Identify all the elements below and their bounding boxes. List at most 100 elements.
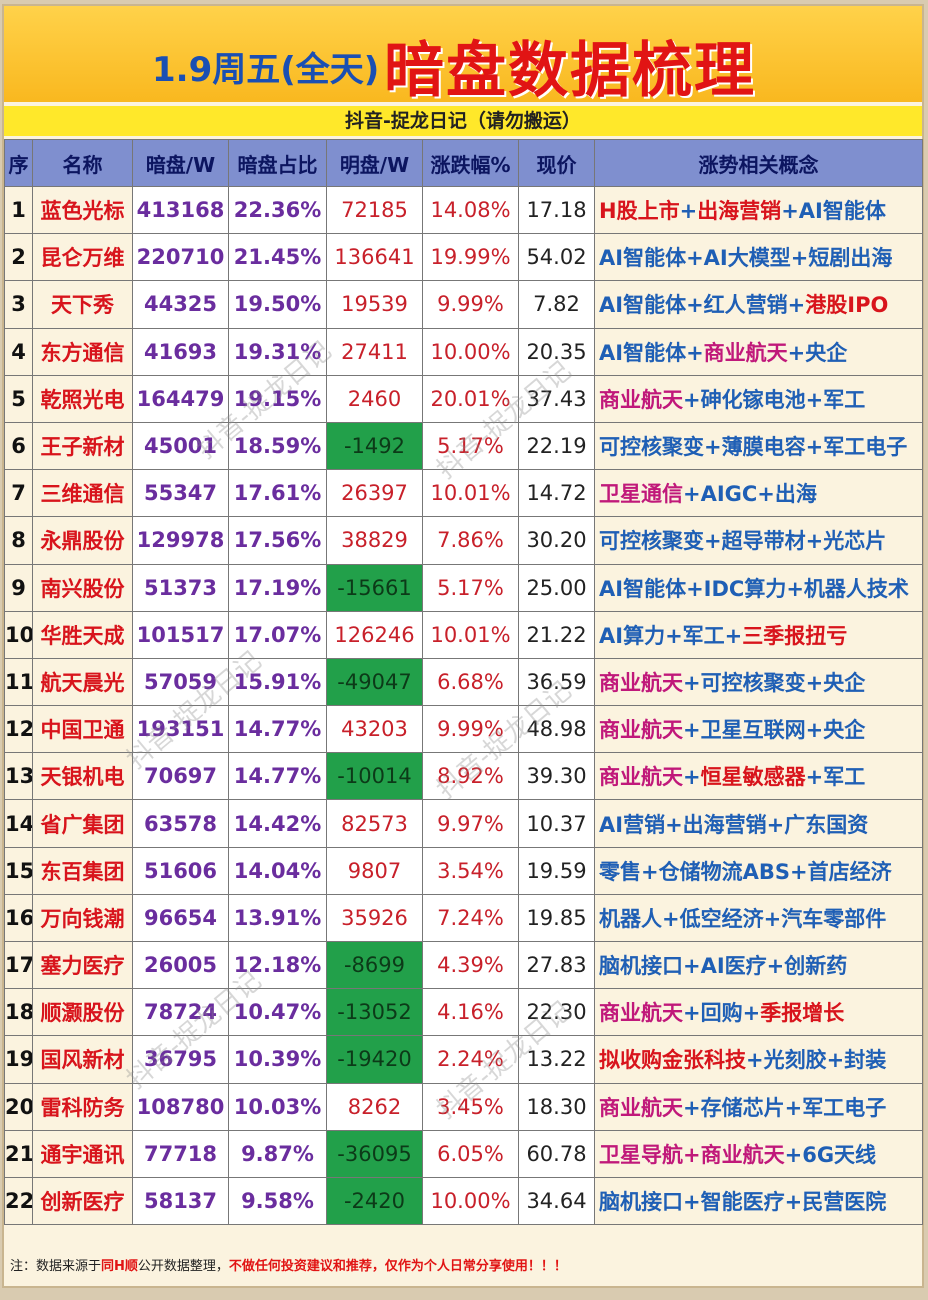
table-row: 4 东方通信 41693 19.31% 27411 10.00% 20.35 AI智能体+商业… bbox=[4, 327, 923, 376]
concepts-cell: 可控核聚变+超导带材+光芯片 bbox=[594, 516, 923, 565]
stock-name: 万向钱潮 bbox=[32, 893, 133, 943]
dark-pool-ratio: 14.04% bbox=[228, 846, 327, 895]
change-percent: 19.99% bbox=[422, 233, 519, 282]
concept-segment: +央企 bbox=[787, 340, 848, 365]
dark-pool-value: 36795 bbox=[132, 1035, 229, 1084]
current-price: 18.30 bbox=[518, 1082, 595, 1131]
concept-segment: 商业航天 bbox=[599, 1095, 683, 1120]
concept-segment: 拟收购金张科技 bbox=[599, 1048, 746, 1073]
dark-pool-value: 45001 bbox=[132, 421, 229, 471]
current-price: 17.18 bbox=[518, 185, 595, 235]
dark-pool-ratio: 12.18% bbox=[228, 940, 327, 990]
concept-segment: AI智能体+IDC算力+机器人技术 bbox=[599, 576, 909, 601]
dark-pool-value: 51606 bbox=[132, 846, 229, 895]
concepts-cell: 商业航天+卫星互联网+央企 bbox=[594, 705, 923, 754]
stock-name: 创新医疗 bbox=[32, 1176, 133, 1226]
open-market-value: -13052 bbox=[326, 988, 423, 1037]
concept-segment: 商业航天 bbox=[599, 718, 683, 743]
footer-warning: 不做任何投资建议和推荐，仅作为个人日常分享使用！！！ bbox=[228, 1259, 567, 1274]
footer-prefix: 注：数据来源于 bbox=[10, 1259, 102, 1274]
concept-segment: +光刻胶+封装 bbox=[746, 1048, 887, 1073]
stock-name: 王子新材 bbox=[32, 421, 133, 471]
dark-pool-ratio: 21.45% bbox=[228, 233, 327, 282]
dark-pool-ratio: 17.56% bbox=[228, 516, 327, 565]
table-row: 18 顺灏股份 78724 10.47% -13052 4.16% 22.30 商业航天+回购… bbox=[4, 988, 923, 1037]
concepts-cell: AI智能体+商业航天+央企 bbox=[594, 327, 923, 376]
col-change-header: 涨跌幅% bbox=[422, 139, 519, 187]
stock-name: 顺灏股份 bbox=[32, 988, 133, 1037]
page-title: 暗盘数据梳理 bbox=[384, 36, 756, 106]
col-ming-header: 明盘/W bbox=[326, 139, 423, 187]
dark-pool-value: 57059 bbox=[132, 657, 229, 707]
concept-segment: +可控核聚变+央企 bbox=[683, 670, 866, 695]
current-price: 20.35 bbox=[518, 327, 595, 376]
concept-segment: +砷化镓电池+军工 bbox=[683, 387, 866, 412]
table-body: 1 蓝色光标 413168 22.36% 72185 14.08% 17.18 H股上市+出海… bbox=[4, 185, 923, 1226]
row-index: 19 bbox=[4, 1035, 33, 1084]
table-row: 17 塞力医疗 26005 12.18% -8699 4.39% 27.83 脑机接口+AI医… bbox=[4, 940, 923, 990]
table-row: 20 雷科防务 108780 10.03% 8262 3.45% 18.30 商业航天+存储芯… bbox=[4, 1082, 923, 1131]
dark-pool-ratio: 19.31% bbox=[228, 327, 327, 376]
table-row: 2 昆仑万维 220710 21.45% 136641 19.99% 54.02 AI智能体+… bbox=[4, 233, 923, 282]
stock-name: 天银机电 bbox=[32, 752, 133, 801]
change-percent: 3.45% bbox=[422, 1082, 519, 1131]
dark-pool-value: 101517 bbox=[132, 610, 229, 659]
concept-segment: 可控核聚变+薄膜电容+军工电子 bbox=[599, 435, 908, 460]
concepts-cell: AI营销+出海营销+广东国资 bbox=[594, 799, 923, 848]
dark-pool-value: 413168 bbox=[132, 185, 229, 235]
current-price: 39.30 bbox=[518, 752, 595, 801]
table-row: 3 天下秀 44325 19.50% 19539 9.99% 7.82 AI智能体+红人营销+… bbox=[4, 280, 923, 329]
open-market-value: -36095 bbox=[326, 1129, 423, 1178]
concept-segment: +AI智能体 bbox=[781, 199, 886, 224]
title-bar: 1.9周五(全天) 暗盘数据梳理 bbox=[4, 6, 922, 106]
row-index: 22 bbox=[4, 1176, 33, 1226]
dark-pool-ratio: 9.87% bbox=[228, 1129, 327, 1178]
concept-segment: 机器人+低空经济+汽车零部件 bbox=[599, 906, 887, 931]
open-market-value: 19539 bbox=[326, 280, 423, 329]
footer-note: 注：数据来源于同H顺公开数据整理，不做任何投资建议和推荐，仅作为个人日常分享使用… bbox=[10, 1254, 920, 1280]
concept-segment: + bbox=[679, 199, 698, 224]
table-row: 21 通宇通讯 77718 9.87% -36095 6.05% 60.78 卫星导航+商业航… bbox=[4, 1129, 923, 1178]
dark-pool-value: 70697 bbox=[132, 752, 229, 801]
dark-pool-ratio: 10.47% bbox=[228, 988, 327, 1037]
table-row: 1 蓝色光标 413168 22.36% 72185 14.08% 17.18 H股上市+出海… bbox=[4, 185, 923, 235]
stock-name: 雷科防务 bbox=[32, 1082, 133, 1131]
row-index: 16 bbox=[4, 893, 33, 943]
row-index: 14 bbox=[4, 799, 33, 848]
current-price: 10.37 bbox=[518, 799, 595, 848]
dark-pool-ratio: 17.61% bbox=[228, 469, 327, 518]
concept-segment: 卫星导航+商业航天 bbox=[599, 1142, 785, 1167]
dark-pool-ratio: 15.91% bbox=[228, 657, 327, 707]
concepts-cell: 商业航天+存储芯片+军工电子 bbox=[594, 1082, 923, 1131]
table-row: 7 三维通信 55347 17.61% 26397 10.01% 14.72 卫星通信+AIG… bbox=[4, 469, 923, 518]
change-percent: 9.99% bbox=[422, 705, 519, 754]
current-price: 34.64 bbox=[518, 1176, 595, 1226]
change-percent: 10.01% bbox=[422, 469, 519, 518]
open-market-value: -2420 bbox=[326, 1176, 423, 1226]
open-market-value: -8699 bbox=[326, 940, 423, 990]
table-row: 13 天银机电 70697 14.77% -10014 8.92% 39.30 商业航天+恒星… bbox=[4, 752, 923, 801]
concept-segment: 季报增长 bbox=[760, 1001, 845, 1026]
current-price: 19.59 bbox=[518, 846, 595, 895]
current-price: 30.20 bbox=[518, 516, 595, 565]
concept-segment: 恒星敏感器 bbox=[700, 765, 806, 790]
change-percent: 9.97% bbox=[422, 799, 519, 848]
row-index: 9 bbox=[4, 563, 33, 612]
change-percent: 5.17% bbox=[422, 563, 519, 612]
concept-segment: + bbox=[683, 765, 701, 790]
dark-pool-value: 77718 bbox=[132, 1129, 229, 1178]
row-index: 3 bbox=[4, 280, 33, 329]
concept-segment: 商业航天 bbox=[599, 670, 683, 695]
current-price: 54.02 bbox=[518, 233, 595, 282]
change-percent: 10.01% bbox=[422, 610, 519, 659]
concept-segment: 卫星通信 bbox=[599, 482, 683, 507]
open-market-value: -15661 bbox=[326, 563, 423, 612]
current-price: 27.83 bbox=[518, 940, 595, 990]
table-row: 8 永鼎股份 129978 17.56% 38829 7.86% 30.20 可控核聚变+超导… bbox=[4, 516, 923, 565]
open-market-value: 136641 bbox=[326, 233, 423, 282]
dark-pool-value: 164479 bbox=[132, 374, 229, 423]
concept-segment: AI营销+出海营销+广东国资 bbox=[599, 812, 869, 837]
change-percent: 4.16% bbox=[422, 988, 519, 1037]
row-index: 1 bbox=[4, 185, 33, 235]
subtitle-banner: 抖音-捉龙日记（请勿搬运） bbox=[4, 106, 922, 136]
